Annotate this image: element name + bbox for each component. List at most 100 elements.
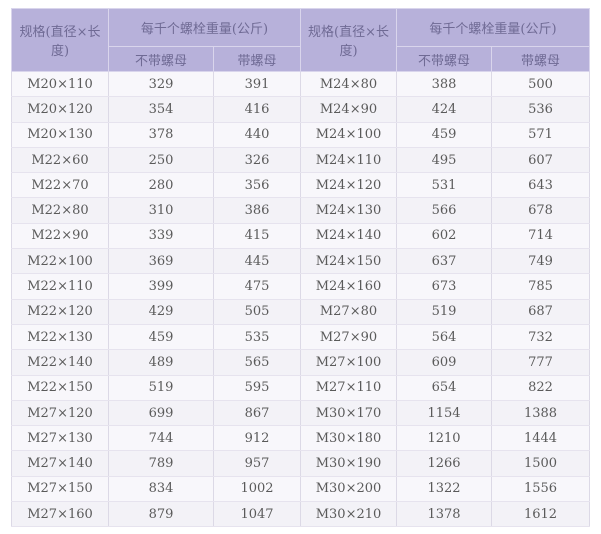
table-row: M27×150 834 1002 M30×200 1322 1556 xyxy=(11,475,590,503)
with-nut-cell: 1556 xyxy=(491,475,590,503)
table-row: M20×130 378 440 M24×100 459 571 xyxy=(11,121,590,148)
without-nut-header: 不带螺母 xyxy=(108,46,214,72)
spec-cell: M22×100 xyxy=(11,248,109,275)
with-nut-cell: 1444 xyxy=(491,425,590,452)
spec-cell: M22×150 xyxy=(11,374,109,401)
spec-header: 规格(直径×长度) xyxy=(11,8,109,72)
without-nut-cell: 495 xyxy=(396,146,492,174)
without-nut-cell: 519 xyxy=(108,374,214,401)
without-nut-cell: 673 xyxy=(396,273,492,300)
without-nut-cell: 744 xyxy=(108,425,214,452)
with-nut-cell: 643 xyxy=(491,172,590,199)
spec-cell: M22×90 xyxy=(11,222,109,250)
with-nut-cell: 416 xyxy=(213,96,301,123)
spec-cell: M27×110 xyxy=(300,374,397,401)
table-row: M22×60 250 326 M24×110 495 607 xyxy=(11,146,590,174)
with-nut-cell: 1002 xyxy=(213,475,301,503)
with-nut-cell: 536 xyxy=(491,96,590,123)
spec-cell: M27×80 xyxy=(300,298,397,325)
with-nut-cell: 535 xyxy=(213,323,301,351)
without-nut-cell: 519 xyxy=(396,298,492,325)
spec-cell: M22×120 xyxy=(11,298,109,325)
spec-cell: M22×60 xyxy=(11,146,109,174)
without-nut-cell: 531 xyxy=(396,172,492,199)
with-nut-cell: 595 xyxy=(213,374,301,401)
without-nut-cell: 429 xyxy=(108,298,214,325)
table-row: M22×110 399 475 M24×160 673 785 xyxy=(11,273,590,300)
with-nut-cell: 714 xyxy=(491,222,590,250)
with-nut-cell: 607 xyxy=(491,146,590,174)
spec-cell: M27×140 xyxy=(11,450,109,477)
table-row: M27×120 699 867 M30×170 1154 1388 xyxy=(11,399,590,427)
without-nut-cell: 566 xyxy=(396,197,492,224)
spec-cell: M30×170 xyxy=(300,399,397,427)
with-nut-cell: 912 xyxy=(213,425,301,452)
spec-cell: M24×160 xyxy=(300,273,397,300)
without-nut-cell: 1378 xyxy=(396,501,492,528)
without-nut-cell: 654 xyxy=(396,374,492,401)
spec-cell: M24×90 xyxy=(300,96,397,123)
with-nut-cell: 678 xyxy=(491,197,590,224)
table-row: M20×120 354 416 M24×90 424 536 xyxy=(11,96,590,123)
with-nut-cell: 391 xyxy=(213,70,301,98)
without-nut-cell: 699 xyxy=(108,399,214,427)
without-nut-cell: 459 xyxy=(396,121,492,148)
with-nut-cell: 1500 xyxy=(491,450,590,477)
spec-cell: M27×100 xyxy=(300,349,397,376)
with-nut-cell: 415 xyxy=(213,222,301,250)
with-nut-cell: 822 xyxy=(491,374,590,401)
without-nut-cell: 1154 xyxy=(396,399,492,427)
spec-cell: M27×120 xyxy=(11,399,109,427)
spec-cell: M30×200 xyxy=(300,475,397,503)
without-nut-cell: 834 xyxy=(108,475,214,503)
with-nut-header: 带螺母 xyxy=(213,46,301,72)
spec-cell: M22×110 xyxy=(11,273,109,300)
spec-header: 规格(直径×长度) xyxy=(300,8,397,72)
spec-cell: M24×100 xyxy=(300,121,397,148)
spec-cell: M30×210 xyxy=(300,501,397,528)
with-nut-cell: 571 xyxy=(491,121,590,148)
without-nut-header: 不带螺母 xyxy=(396,46,492,72)
spec-cell: M24×120 xyxy=(300,172,397,199)
with-nut-cell: 475 xyxy=(213,273,301,300)
spec-cell: M24×140 xyxy=(300,222,397,250)
table-row: M22×120 429 505 M27×80 519 687 xyxy=(11,298,590,325)
without-nut-cell: 369 xyxy=(108,248,214,275)
table-row: M22×70 280 356 M24×120 531 643 xyxy=(11,172,590,199)
table-row: M22×100 369 445 M24×150 637 749 xyxy=(11,248,590,275)
with-nut-cell: 440 xyxy=(213,121,301,148)
with-nut-cell: 386 xyxy=(213,197,301,224)
without-nut-cell: 250 xyxy=(108,146,214,174)
without-nut-cell: 399 xyxy=(108,273,214,300)
header-row: 规格(直径×长度) 每千个螺栓重量(公斤) 规格(直径×长度) 每千个螺栓重量(… xyxy=(11,8,590,72)
without-nut-cell: 879 xyxy=(108,501,214,528)
table-row: M22×90 339 415 M24×140 602 714 xyxy=(11,222,590,250)
spec-cell: M20×110 xyxy=(11,70,109,98)
without-nut-cell: 1322 xyxy=(396,475,492,503)
without-nut-cell: 329 xyxy=(108,70,214,98)
without-nut-cell: 637 xyxy=(396,248,492,275)
without-nut-cell: 354 xyxy=(108,96,214,123)
spec-cell: M20×120 xyxy=(11,96,109,123)
table-row: M22×130 459 535 M27×90 564 732 xyxy=(11,323,590,351)
with-nut-cell: 957 xyxy=(213,450,301,477)
with-nut-cell: 565 xyxy=(213,349,301,376)
without-nut-cell: 339 xyxy=(108,222,214,250)
weight-header: 每千个螺栓重量(公斤) xyxy=(396,8,590,47)
without-nut-cell: 280 xyxy=(108,172,214,199)
with-nut-cell: 1388 xyxy=(491,399,590,427)
without-nut-cell: 1266 xyxy=(396,450,492,477)
spec-cell: M22×140 xyxy=(11,349,109,376)
with-nut-cell: 500 xyxy=(491,70,590,98)
spec-cell: M22×130 xyxy=(11,323,109,351)
table-row: M22×80 310 386 M24×130 566 678 xyxy=(11,197,590,224)
spec-cell: M27×150 xyxy=(11,475,109,503)
spec-cell: M20×130 xyxy=(11,121,109,148)
spec-cell: M24×80 xyxy=(300,70,397,98)
table-row: M27×160 879 1047 M30×210 1378 1612 xyxy=(11,501,590,528)
spec-cell: M24×150 xyxy=(300,248,397,275)
spec-cell: M24×130 xyxy=(300,197,397,224)
without-nut-cell: 602 xyxy=(396,222,492,250)
table-row: M22×150 519 595 M27×110 654 822 xyxy=(11,374,590,401)
without-nut-cell: 609 xyxy=(396,349,492,376)
